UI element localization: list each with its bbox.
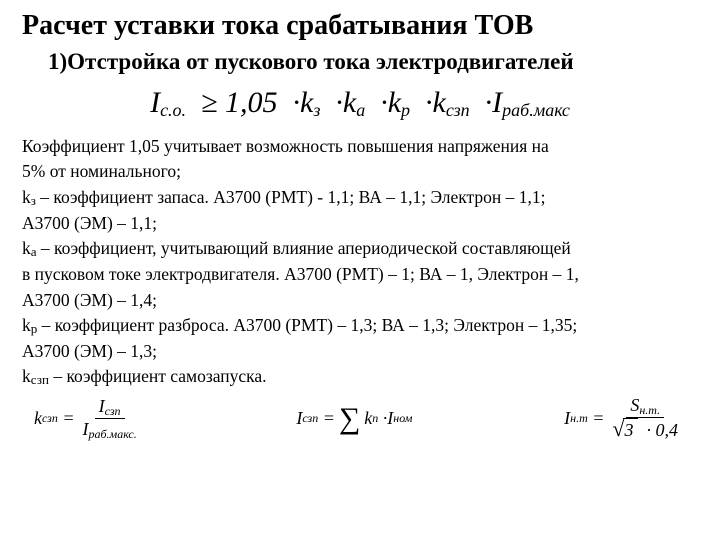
- eq-dot3: ·: [380, 86, 388, 119]
- eq-k2: k: [343, 86, 356, 119]
- eq-dot4: ·: [425, 86, 433, 119]
- equation-iszp: Iсзп = ∑ kп · Iном: [296, 402, 412, 436]
- eq1-num: Iсзп: [95, 396, 125, 419]
- eq-dot2: ·: [335, 86, 343, 119]
- eq-k1: k: [300, 86, 313, 119]
- eq1-num-s: сзп: [105, 404, 121, 418]
- p5-post: – коэффициент самозапуска.: [49, 366, 267, 386]
- sqrt-icon: √ 3: [612, 418, 637, 442]
- p5-sub: сзп: [31, 372, 49, 387]
- eq-k4s: сзп: [446, 100, 470, 120]
- slide: Расчет уставки тока срабатывания ТОВ 1)О…: [0, 0, 720, 540]
- eq3-frac: Sн.т. √ 3 · 0,4: [608, 395, 682, 442]
- eq3-arg: 3: [623, 418, 638, 442]
- eq1-k: k: [34, 408, 42, 429]
- para-2a: kз – коэффициент запаса. А3700 (РМТ) - 1…: [22, 186, 698, 210]
- p3a-pre: k: [22, 238, 31, 258]
- eq3-eq: =: [592, 408, 604, 429]
- p2a-pre: k: [22, 187, 31, 207]
- eq3-num-s: н.т.: [639, 403, 660, 417]
- eq2-eq: =: [323, 408, 335, 429]
- para-3a: kа – коэффициент, учитывающий влияние ап…: [22, 237, 698, 261]
- eq1-den-s: раб.макс.: [89, 427, 137, 441]
- eq2-k: k: [364, 408, 372, 429]
- eq-dot1: ·: [293, 86, 301, 119]
- p4a-post: – коэффициент разброса. А3700 (РМТ) – 1,…: [37, 315, 577, 335]
- eq3-val: 0,4: [656, 420, 679, 440]
- eq2-Ins: ном: [393, 411, 412, 426]
- bottom-equations: kсзп = Iсзп Iраб.макс. Iсзп = ∑ kп · Iно…: [22, 395, 698, 442]
- eq3-num: Sн.т.: [626, 395, 664, 418]
- para-4a: kр – коэффициент разброса. А3700 (РМТ) –…: [22, 314, 698, 338]
- para-1b: 5% от номинального;: [22, 160, 698, 184]
- eq3-den: √ 3 · 0,4: [608, 418, 682, 442]
- eq-lhs-sub: с.о.: [160, 100, 186, 120]
- para-4b: А3700 (ЭМ) – 1,3;: [22, 340, 698, 364]
- eq3-Is: н.т: [570, 411, 588, 426]
- p2a-post: – коэффициент запаса. А3700 (РМТ) - 1,1;…: [36, 187, 546, 207]
- eq2-ks: п: [372, 411, 378, 426]
- para-1a: Коэффициент 1,05 учитывает возможность п…: [22, 135, 698, 159]
- eq-k3: k: [388, 86, 401, 119]
- eq-rhs-sub: раб.макс: [502, 100, 570, 120]
- para-3c: А3700 (ЭМ) – 1,4;: [22, 289, 698, 313]
- eq-ge: ≥: [201, 86, 217, 119]
- eq1-den: Iраб.макс.: [79, 419, 141, 441]
- subtitle: 1)Отстройка от пускового тока электродви…: [48, 48, 698, 76]
- eq1-frac: Iсзп Iраб.макс.: [79, 396, 141, 442]
- eq-k4: k: [433, 86, 446, 119]
- eq3-num-S: S: [630, 395, 639, 415]
- sigma-icon: ∑: [339, 402, 360, 436]
- eq-k3s: р: [401, 100, 410, 120]
- p4a-pre: k: [22, 315, 31, 335]
- equation-int: Iн.т = Sн.т. √ 3 · 0,4: [564, 395, 686, 442]
- eq-lhs-I: I: [150, 86, 160, 119]
- eq-coef: 1,05: [225, 86, 278, 119]
- eq-k2s: а: [356, 100, 365, 120]
- eq1-eq: =: [62, 408, 74, 429]
- para-5: kсзп – коэффициент самозапуска.: [22, 365, 698, 389]
- eq3-dot: ·: [647, 420, 652, 440]
- eq2-Is: сзп: [302, 411, 318, 426]
- p3a-post: – коэффициент, учитывающий влияние апери…: [37, 238, 571, 258]
- main-equation: Iс.о. ≥ 1,05 ·kз ·kа ·kр ·kсзп ·Iраб.мак…: [22, 86, 698, 121]
- eq-rhs-I: I: [492, 86, 502, 119]
- equation-kszp: kсзп = Iсзп Iраб.макс.: [34, 396, 145, 442]
- eq-k1s: з: [313, 100, 320, 120]
- page-title: Расчет уставки тока срабатывания ТОВ: [22, 10, 698, 42]
- body-text: Коэффициент 1,05 учитывает возможность п…: [22, 135, 698, 389]
- para-2b: А3700 (ЭМ) – 1,1;: [22, 212, 698, 236]
- eq1-ks: сзп: [42, 411, 58, 426]
- p5-pre: k: [22, 366, 31, 386]
- para-3b: в пусковом токе электродвигателя. А3700 …: [22, 263, 698, 287]
